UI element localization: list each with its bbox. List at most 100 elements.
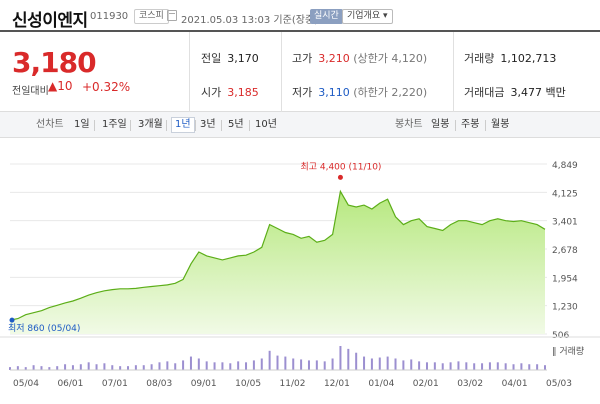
volume-bar [182,360,185,370]
y-tick-label: 2,678 [552,246,578,256]
volume-bar [252,360,255,370]
volume-bar [536,364,539,370]
period-1y[interactable]: 1년 [171,117,195,133]
stat-low: 저가 3,110 (하한가 2,220) [292,86,428,99]
x-tick-label: 10/05 [235,379,261,389]
line-chart-tab[interactable]: 선차트 [36,119,64,130]
volume-bar [300,359,303,370]
volume-bar [307,360,310,370]
volume-bar [528,364,531,370]
y-tick-label: 3,401 [552,218,578,228]
volume-bar [386,356,389,370]
stat-open: 시가 3,185 [201,86,259,99]
volume-bar [150,364,153,370]
stat-prev-close: 전일 3,170 [201,52,259,65]
volume-bar [457,361,460,370]
x-tick-label: 02/01 [413,379,439,389]
x-tick-label: 01/04 [368,379,394,389]
company-info-dropdown[interactable]: 기업개요 ▾ [342,9,393,24]
volume-label: ‖ 거래량 [552,345,584,357]
y-tick-label: 4,849 [552,161,578,171]
candle-daily[interactable]: 일봉 [431,119,450,130]
divider [249,120,250,131]
candle-chart-tab[interactable]: 봉차트 [395,119,423,130]
x-tick-label: 05/04 [13,379,39,389]
volume-bar [64,364,67,370]
price-change: ▲10 [48,79,73,93]
x-tick-label: 12/01 [324,379,350,389]
quote-datetime: 2021.05.03 13:03 기준(장중) [181,15,319,26]
volume-bar [347,348,350,370]
divider [130,120,131,131]
y-tick-label: 1,230 [552,303,578,313]
x-tick-label: 07/01 [102,379,128,389]
volume-bar [260,358,263,370]
y-tick-label: 1,954 [552,274,578,284]
volume-bar [205,361,208,370]
divider [195,120,196,131]
price-stats: 전일 3,170 시가 3,185 고가 3,210 (상한가 4,120) 저가 3,… [191,32,600,112]
stats-column-1: 전일 3,170 시가 3,185 [191,32,281,112]
x-tick-label: 11/02 [280,379,306,389]
volume-bar [292,358,295,370]
volume-bar [433,362,436,370]
volume-bar [284,356,287,370]
period-1w[interactable]: 1주일 [102,119,127,130]
stat-trade-value: 거래대금 3,477 백만 [464,86,566,99]
volume-bar [394,358,397,370]
volume-bar [339,346,342,370]
price-chart[interactable]: 4,849 4,125 3,401 2,678 1,954 1,230 506 최고 4,40… [0,138,600,404]
x-tick-label: 08/03 [146,379,172,389]
volume-bar [103,363,106,370]
volume-bar [441,363,444,370]
volume-bar [166,361,169,370]
divider [455,120,456,131]
volume-bar [355,352,358,370]
volume-bar [111,365,114,370]
period-3m[interactable]: 3개월 [138,119,163,130]
volume-bar [488,362,491,370]
volume-bar [496,362,499,370]
volume-bar [481,363,484,370]
period-1d[interactable]: 1일 [74,119,90,130]
volume-bar [213,362,216,370]
price-change-percent: +0.32% [82,80,131,94]
volume-bar [158,362,161,370]
y-tick-label: 506 [552,331,569,341]
candle-monthly[interactable]: 월봉 [491,119,510,130]
volume-bar [378,357,381,370]
volume-bar [425,362,428,370]
x-tick-label: 03/02 [457,379,483,389]
x-tick-label: 06/01 [57,379,83,389]
divider [94,120,95,131]
volume-bar [189,356,192,370]
volume-bar [119,366,122,370]
stock-header: 신성이엔지 011930 코스피 2021.05.03 13:03 기준(장중)… [0,0,600,31]
calendar-icon [167,10,177,21]
volume-bar [16,366,19,370]
volume-bar [544,365,546,370]
y-tick-label: 4,125 [552,189,578,199]
price-area [10,191,545,334]
period-5y[interactable]: 5년 [228,119,244,130]
realtime-button[interactable]: 실시간 [310,9,343,24]
volume-bar [418,361,421,370]
high-marker [337,174,343,180]
candle-weekly[interactable]: 주봉 [461,119,480,130]
divider [166,120,167,131]
volume-bar [56,366,59,370]
stat-high: 고가 3,210 (상한가 4,120) [292,52,428,65]
volume-bar [229,363,232,370]
volume-bar [71,365,74,370]
divider [221,120,222,131]
low-marker [9,317,15,323]
volume-bar [465,362,468,370]
volume-bar [40,366,43,370]
high-annotation: 최고 4,400 (11/10) [300,161,381,172]
period-10y[interactable]: 10년 [255,119,277,130]
volume-bar [504,363,507,370]
period-3y[interactable]: 3년 [200,119,216,130]
volume-bar [449,362,452,370]
volume-bar [48,367,51,370]
x-tick-label: 05/03 [546,379,572,389]
